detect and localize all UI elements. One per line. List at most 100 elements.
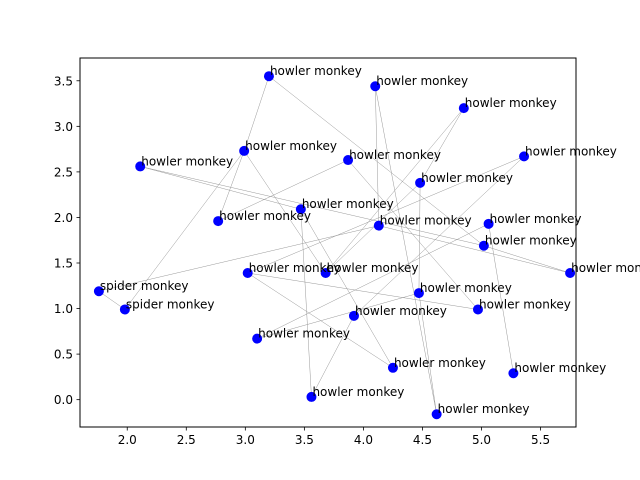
x-tick-label-6: 5.0 <box>472 433 491 447</box>
point-label-16: howler monkey <box>420 281 512 295</box>
edge-line-18 <box>300 209 312 397</box>
y-tick-label-4: 2.0 <box>54 211 73 225</box>
data-point-20 <box>387 362 398 373</box>
x-axis: 2.0 2.5 3.0 3.5 4.0 4.5 5.0 5.5 <box>118 427 550 447</box>
x-tick-label-5: 4.5 <box>413 433 432 447</box>
point-label-19: howler monkey <box>258 327 350 341</box>
data-point-15 <box>565 268 576 279</box>
y-tick-label-7: 3.5 <box>54 74 73 88</box>
point-label-2: howler monkey <box>465 96 557 110</box>
point-label-12: howler monkey <box>485 234 577 248</box>
edge-line-10 <box>353 156 525 317</box>
data-point-14 <box>320 268 331 279</box>
point-label-23: howler monkey <box>438 402 530 416</box>
x-tick-label-1: 2.5 <box>177 433 196 447</box>
edge-line-25 <box>247 272 394 368</box>
edge-line-4 <box>419 107 465 183</box>
edge-line-12 <box>140 166 484 246</box>
data-point-19 <box>252 333 263 344</box>
data-point-17 <box>472 304 483 315</box>
data-point-25 <box>119 304 130 315</box>
data-point-16 <box>413 288 424 299</box>
point-label-13: howler monkey <box>249 261 341 275</box>
edge-line-19 <box>378 225 571 274</box>
x-tick-label-3: 3.5 <box>295 433 314 447</box>
edge-line-15 <box>325 182 421 274</box>
edge-line-26 <box>257 292 420 339</box>
data-point-3 <box>239 145 250 156</box>
data-point-21 <box>508 368 519 379</box>
data-point-5 <box>135 161 146 172</box>
edges-layer <box>98 76 571 415</box>
edge-line-0 <box>243 76 270 152</box>
edge-line-11 <box>140 166 301 210</box>
data-point-2 <box>458 103 469 114</box>
y-tick-label-6: 3.0 <box>54 120 73 134</box>
edge-line-16 <box>418 182 421 294</box>
point-label-25: spider monkey <box>126 297 215 311</box>
point-label-4: howler monkey <box>525 144 617 158</box>
point-label-15: howler monkey <box>571 261 640 275</box>
point-label-11: howler monkey <box>490 212 582 226</box>
point-label-22: howler monkey <box>312 385 404 399</box>
data-point-23 <box>431 409 442 420</box>
edge-line-14 <box>347 159 479 310</box>
edge-line-21 <box>257 223 489 339</box>
point-label-20: howler monkey <box>394 356 486 370</box>
edge-line-27 <box>418 293 437 415</box>
edge-line-3 <box>374 86 437 415</box>
plot-area-frame <box>79 57 577 428</box>
data-point-7 <box>415 177 426 188</box>
point-label-17: howler monkey <box>479 297 571 311</box>
edge-line-5 <box>325 107 465 274</box>
y-tick-label-2: 1.0 <box>54 302 73 316</box>
edge-line-9 <box>247 156 525 274</box>
data-point-24 <box>93 286 104 297</box>
data-point-18 <box>348 310 359 321</box>
points-layer <box>93 71 576 420</box>
point-label-14: howler monkey <box>327 261 419 275</box>
point-label-1: howler monkey <box>376 74 468 88</box>
edge-line-23 <box>483 245 571 274</box>
data-point-9 <box>213 216 224 227</box>
x-tick-label-4: 4.0 <box>354 433 373 447</box>
edge-line-2 <box>374 86 380 226</box>
point-label-21: howler monkey <box>514 361 606 375</box>
y-tick-label-3: 1.5 <box>54 257 73 271</box>
point-label-10: howler monkey <box>380 214 472 228</box>
data-point-1 <box>370 81 381 92</box>
point-label-5: howler monkey <box>141 154 233 168</box>
x-tick-label-0: 2.0 <box>118 433 137 447</box>
data-point-6 <box>343 155 354 166</box>
edge-line-8 <box>124 150 245 310</box>
data-point-4 <box>519 151 530 162</box>
point-label-8: howler monkey <box>302 197 394 211</box>
y-tick-label-1: 0.5 <box>54 348 73 362</box>
edge-line-1 <box>268 76 485 246</box>
data-point-8 <box>295 204 306 215</box>
data-point-22 <box>306 391 317 402</box>
edge-line-24 <box>247 272 479 310</box>
edge-line-29 <box>98 291 126 310</box>
point-label-0: howler monkey <box>270 64 362 78</box>
edge-line-7 <box>243 150 326 274</box>
y-tick-label-5: 2.5 <box>54 165 73 179</box>
edge-line-28 <box>311 315 355 398</box>
point-label-18: howler monkey <box>355 304 447 318</box>
point-label-6: howler monkey <box>349 148 441 162</box>
point-label-3: howler monkey <box>245 139 337 153</box>
data-point-0 <box>263 71 274 82</box>
data-point-12 <box>478 240 489 251</box>
x-tick-label-7: 5.5 <box>531 433 550 447</box>
edge-line-6 <box>217 150 245 222</box>
x-tick-label-2: 3.0 <box>236 433 255 447</box>
y-tick-label-0: 0.0 <box>54 393 73 407</box>
point-label-24: spider monkey <box>100 279 189 293</box>
point-label-7: howler monkey <box>421 171 513 185</box>
data-point-13 <box>242 268 253 279</box>
point-label-9: howler monkey <box>219 209 311 223</box>
data-point-11 <box>483 218 494 229</box>
